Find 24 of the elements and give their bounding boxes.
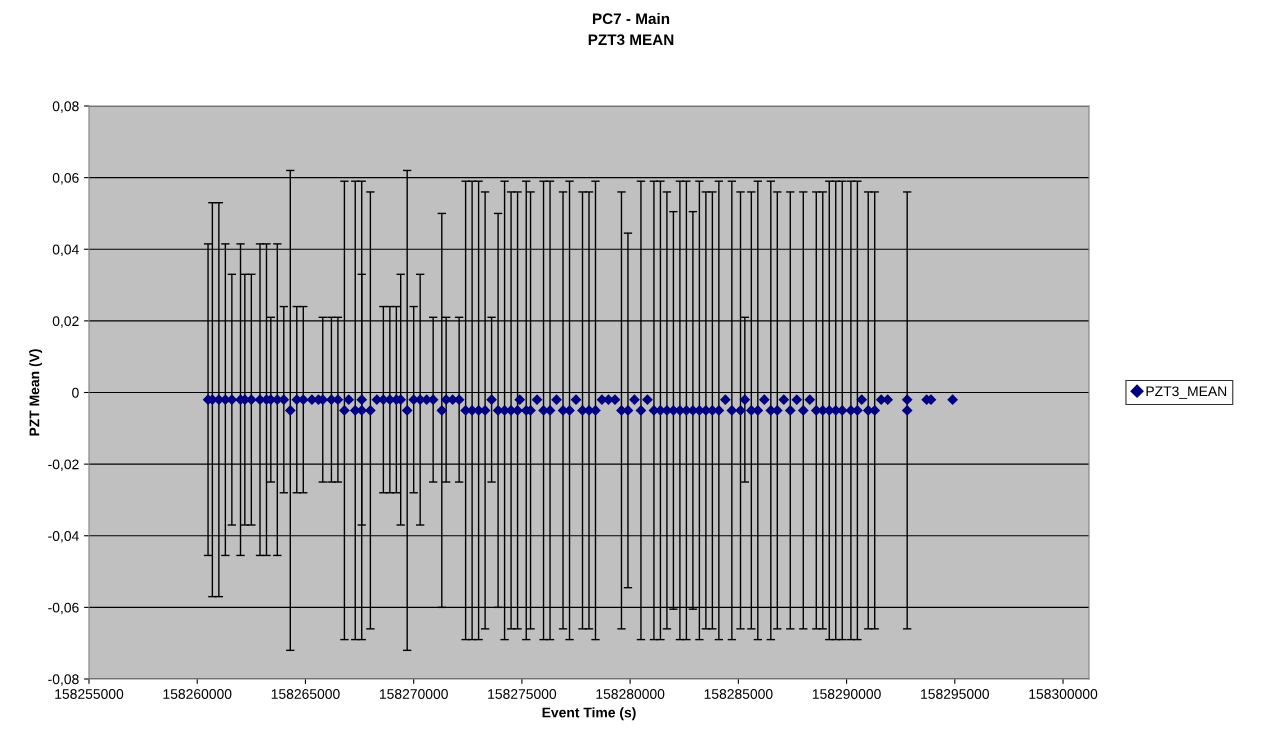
x-axis-title: Event Time (s) [542,707,636,721]
chart-title: PC7 - Main [592,12,670,25]
x-tick-label: 158275000 [488,689,557,699]
y-tick-label: -0,06 [48,602,79,615]
y-tick-label: 0,08 [52,101,79,113]
y-tick-label: -0,08 [48,674,79,686]
y-axis-title: PZT Mean (V) [29,349,43,436]
y-tick-label: 0,02 [52,316,79,328]
x-tick-label: 158280000 [596,689,665,699]
x-tick-label: 158300000 [1029,689,1098,699]
x-tick-label: 158270000 [379,689,448,699]
x-tick-label: 158260000 [163,689,232,699]
y-tick-label: 0 [72,387,79,398]
x-tick-label: 158255000 [55,689,124,699]
x-tick-label: 158265000 [271,689,340,699]
y-tick-label: -0,04 [48,531,79,543]
x-tick-label: 158285000 [704,689,773,699]
y-tick-label: -0,02 [48,459,79,471]
chart-subtitle: PZT3 MEAN [588,34,674,46]
x-tick-label: 158295000 [921,689,990,699]
legend-label: PZT3_MEAN [1146,386,1227,399]
x-tick-label: 158290000 [812,689,881,699]
y-tick-label: 0,06 [52,172,79,185]
y-tick-label: 0,04 [52,244,79,257]
